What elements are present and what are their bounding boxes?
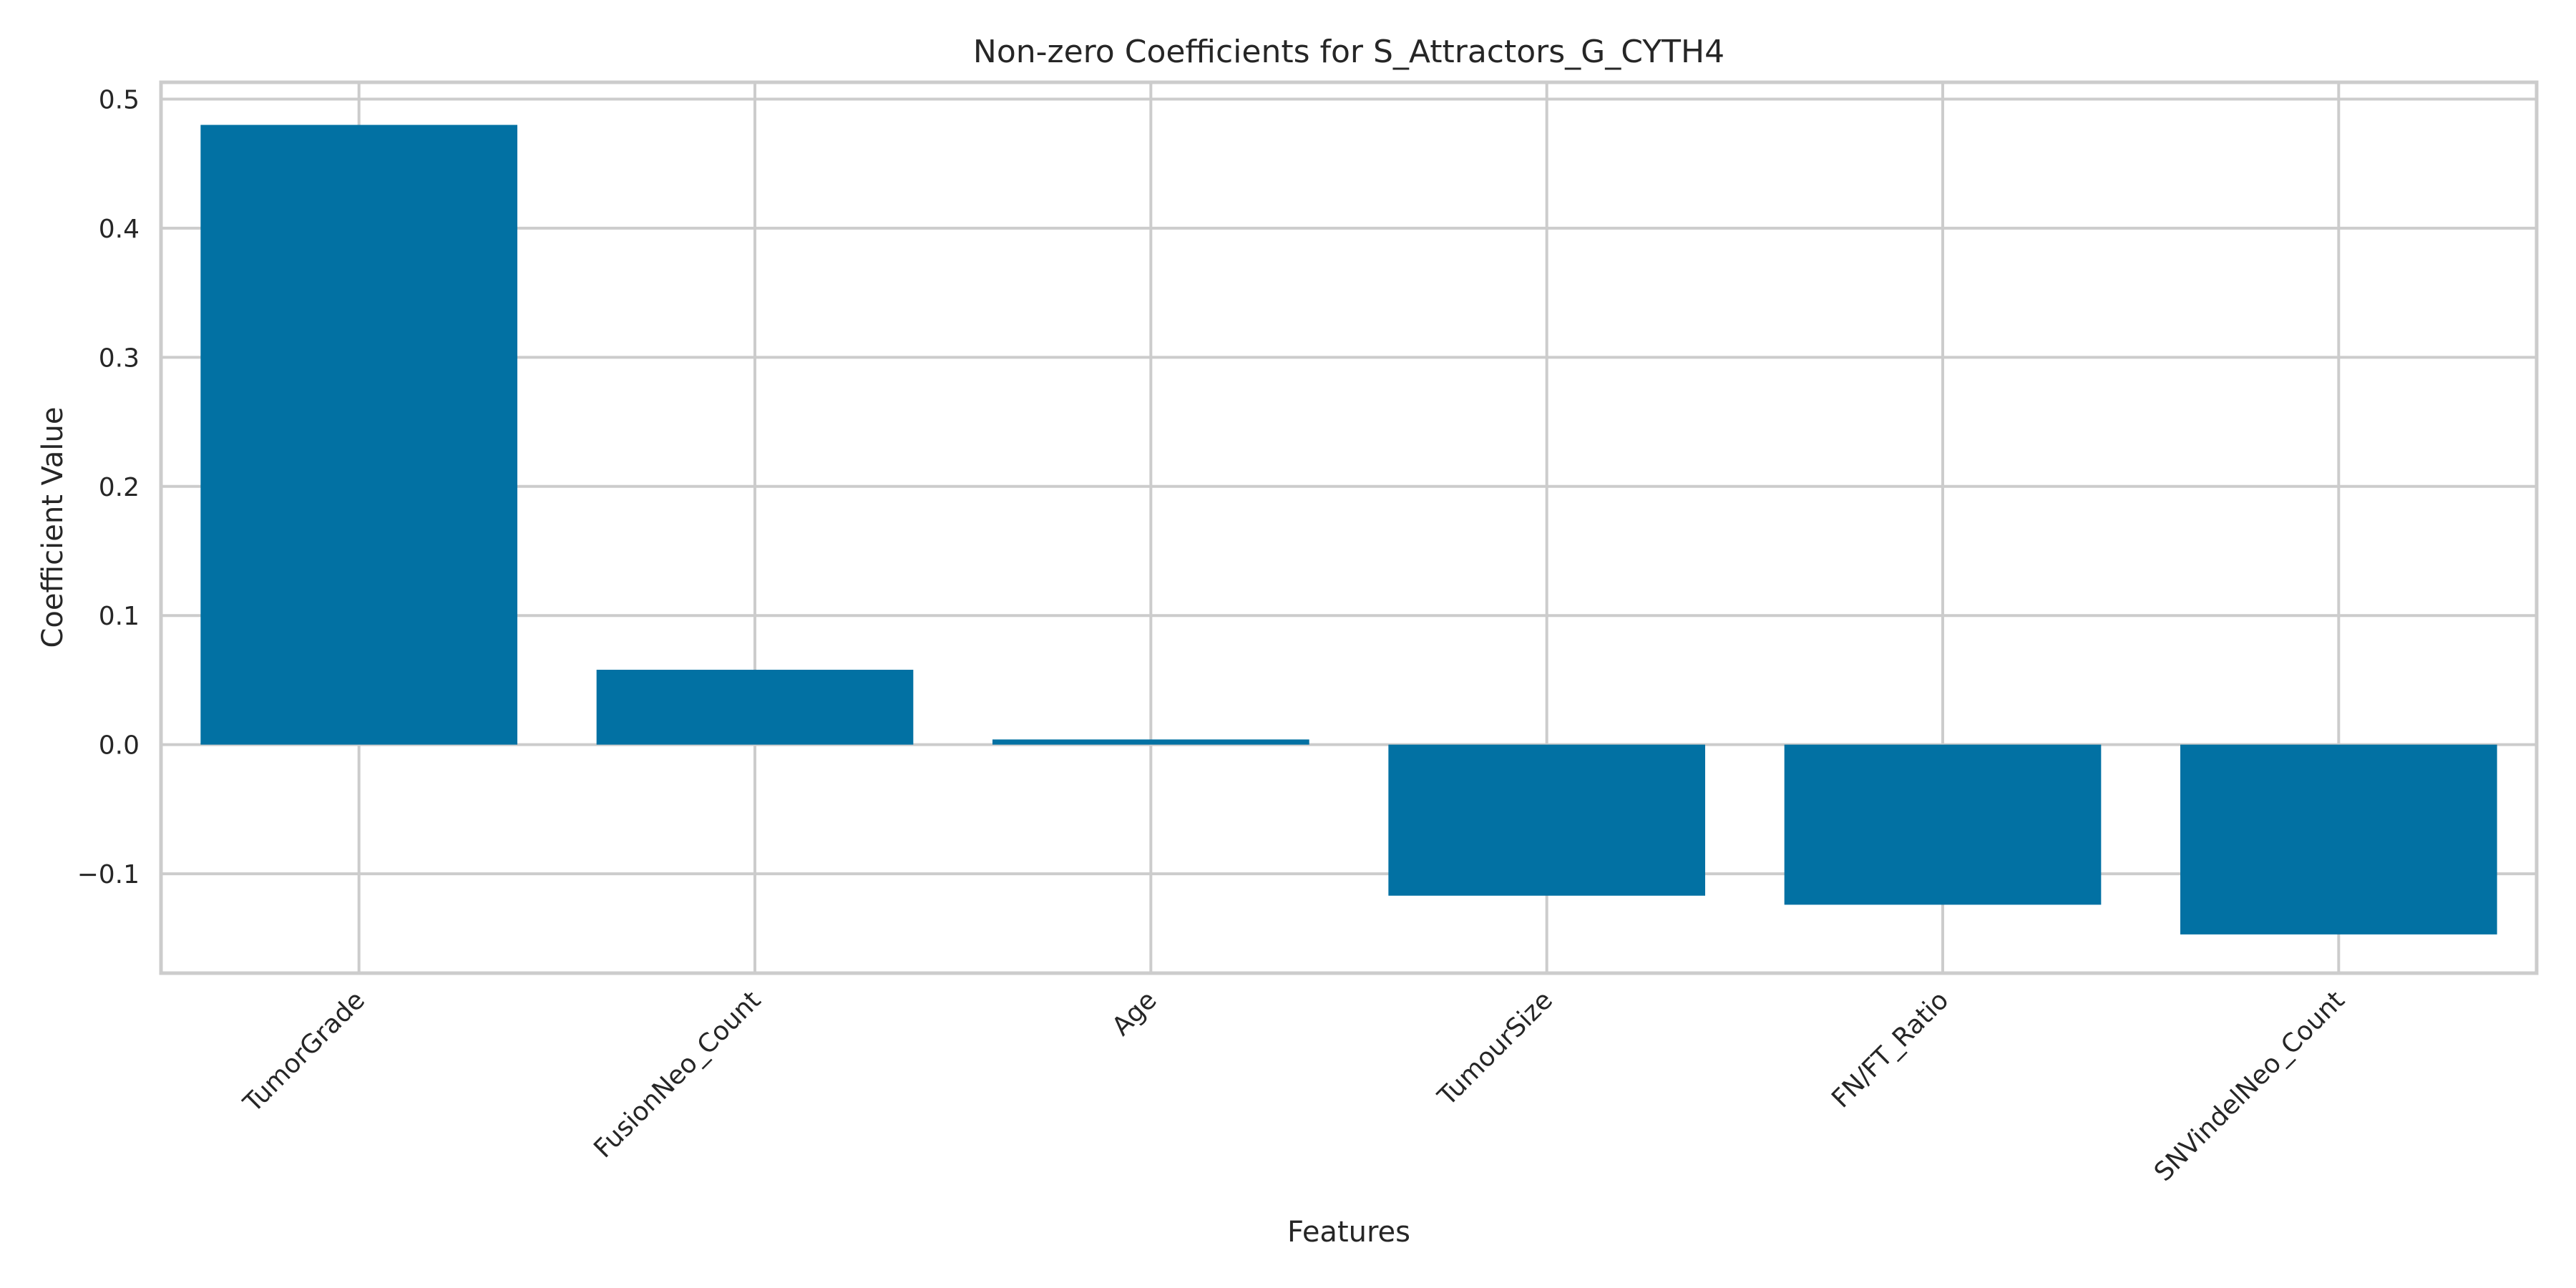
y-axis-label: Coefficient Value bbox=[36, 407, 69, 648]
y-tick-label: 0.5 bbox=[99, 85, 140, 114]
bars bbox=[200, 125, 2497, 935]
bar-age bbox=[992, 739, 1309, 745]
bar-snvindelneo-count bbox=[2180, 744, 2497, 935]
bar-tumoursize bbox=[1388, 744, 1705, 896]
x-axis-label: Features bbox=[1287, 1216, 1410, 1249]
y-tick-label: 0.3 bbox=[99, 343, 140, 373]
y-tick-label: 0.0 bbox=[99, 731, 140, 761]
chart-title: Non-zero Coefficients for S_Attractors_G… bbox=[973, 34, 1724, 70]
y-tick-label: 0.1 bbox=[99, 602, 140, 631]
y-tick-label: 0.4 bbox=[99, 215, 140, 244]
plot-frame bbox=[159, 80, 2539, 975]
y-tick-label: −0.1 bbox=[77, 860, 140, 889]
y-tick-label: 0.2 bbox=[99, 473, 140, 502]
y-tick-labels: −0.1 0.0 0.1 0.2 0.3 0.4 0.5 bbox=[77, 85, 140, 889]
bar-fusionneo-count bbox=[596, 669, 914, 745]
bar-tumorgrade bbox=[200, 125, 517, 745]
bar-fn-ft-ratio bbox=[1784, 744, 2102, 905]
